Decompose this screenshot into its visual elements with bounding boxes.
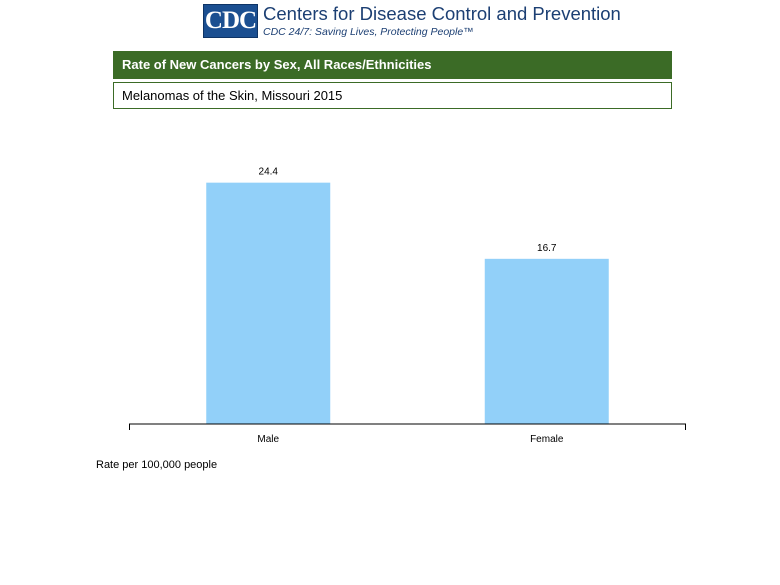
data-label-female: 16.7 xyxy=(537,243,557,254)
chart-subtitle: Melanomas of the Skin, Missouri 2015 xyxy=(113,82,672,109)
cdc-logo: CDC Centers for Disease Control and Prev… xyxy=(203,4,621,38)
chart-title: Rate of New Cancers by Sex, All Races/Et… xyxy=(113,51,672,79)
org-name: Centers for Disease Control and Preventi… xyxy=(263,3,621,24)
bar-male xyxy=(206,182,331,424)
y-axis-label: Rate per 100,000 people xyxy=(96,459,218,471)
x-tick-label-male: Male xyxy=(257,434,279,445)
cdc-logo-mark: CDC xyxy=(203,4,258,38)
bar-female xyxy=(484,258,609,424)
data-label-male: 24.4 xyxy=(259,167,279,178)
tagline: CDC 24/7: Saving Lives, Protecting Peopl… xyxy=(263,25,474,38)
x-tick-label-female: Female xyxy=(530,434,564,445)
